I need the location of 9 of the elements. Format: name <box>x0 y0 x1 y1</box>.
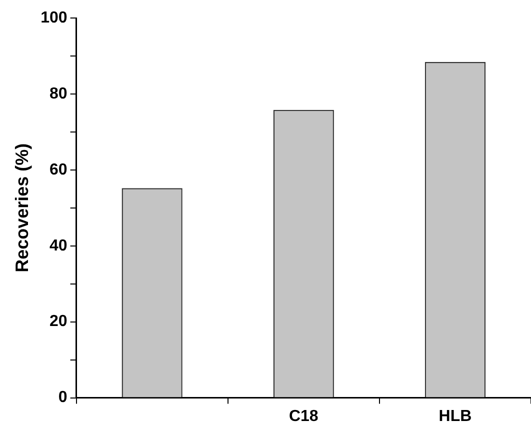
x-tick-label: HLB <box>438 408 472 425</box>
y-tick-label: 100 <box>40 9 68 26</box>
y-tick-label: 40 <box>50 237 68 254</box>
y-tick-label: 60 <box>50 161 68 178</box>
x-tick-label: C18 <box>288 408 318 425</box>
y-tick-label: 20 <box>50 313 68 330</box>
y-tick-label: 80 <box>50 85 68 102</box>
y-axis-title: Recoveries (%) <box>12 143 32 272</box>
y-tick-label: 0 <box>58 389 68 406</box>
